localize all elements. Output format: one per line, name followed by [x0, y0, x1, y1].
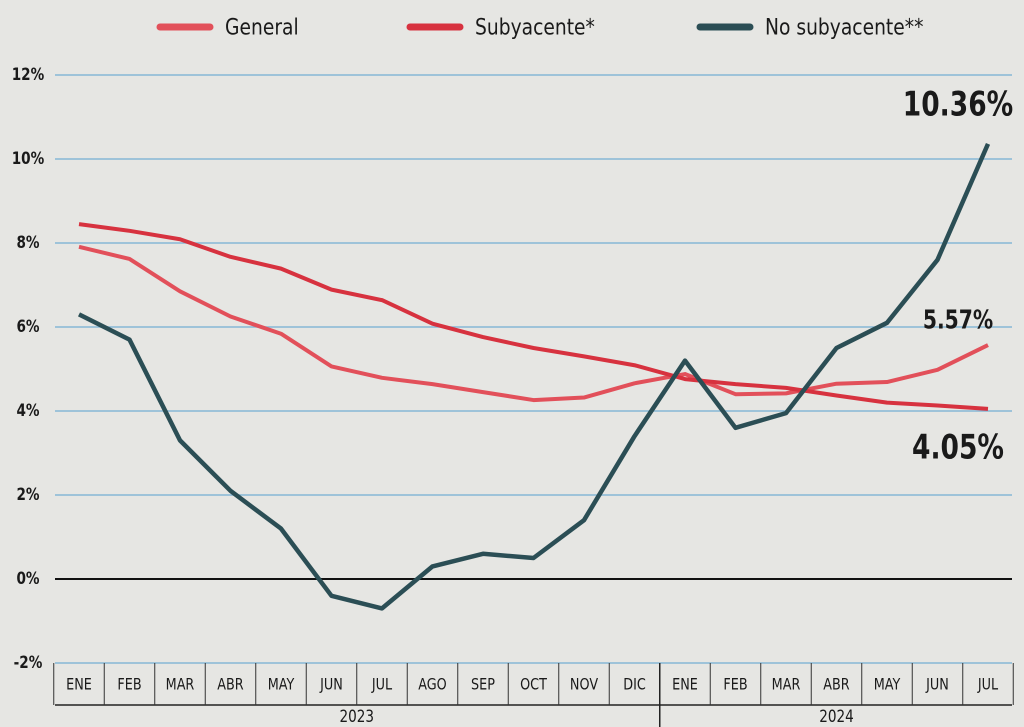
series-line [78, 244, 989, 403]
value-label: 4.05% [912, 428, 1004, 467]
series-line [77, 142, 991, 611]
x-tick-label: ENE [66, 676, 92, 694]
x-tick-label: OCT [520, 676, 547, 694]
x-tick-label: ABR [217, 676, 243, 694]
year-label: 2023 [339, 707, 374, 727]
value-label: 10.36% [903, 85, 1013, 124]
value-label: 5.57% [923, 305, 993, 335]
x-tick-label: NOV [570, 676, 598, 694]
y-tick-label: -2% [14, 653, 43, 673]
legend-label: No subyacente** [765, 14, 923, 40]
x-tick-label: MAY [874, 676, 901, 694]
y-tick-label: 6% [16, 317, 39, 337]
x-tick-label: SEP [471, 676, 495, 694]
y-tick-label: 10% [12, 149, 45, 169]
x-tick-label: AGO [418, 676, 446, 694]
x-tick-label: MAR [166, 676, 195, 694]
x-tick-label: MAR [772, 676, 801, 694]
legend-label: Subyacente* [475, 14, 595, 40]
x-tick-label: JUL [977, 676, 998, 694]
series-line [78, 222, 989, 411]
x-tick-label: DIC [623, 676, 646, 694]
x-tick-label: JUN [925, 676, 949, 694]
x-tick-label: ABR [823, 676, 849, 694]
y-tick-label: 0% [16, 569, 39, 589]
y-tick-label: 12% [12, 65, 45, 85]
y-tick-label: 2% [16, 485, 39, 505]
x-tick-label: JUL [371, 676, 392, 694]
y-tick-label: 4% [16, 401, 39, 421]
x-tick-label: JUN [319, 676, 343, 694]
x-tick-label: ENE [672, 676, 698, 694]
legend-label: General [225, 14, 299, 40]
year-label: 2024 [819, 707, 854, 727]
y-tick-label: 8% [16, 233, 39, 253]
x-tick-label: FEB [723, 676, 747, 694]
x-tick-label: FEB [117, 676, 141, 694]
x-tick-label: MAY [268, 676, 295, 694]
